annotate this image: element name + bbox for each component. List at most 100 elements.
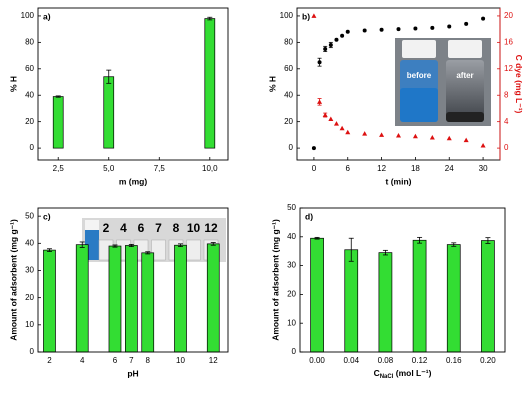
x-tick-label: 2,5 <box>53 164 65 173</box>
y-tick-label: 80 <box>25 37 34 46</box>
x-tick-label: 5,0 <box>103 164 115 173</box>
error-bar <box>106 69 112 84</box>
marker <box>379 27 384 32</box>
marker <box>464 21 469 26</box>
marker <box>480 142 486 148</box>
y-tick-label: 50 <box>25 211 34 220</box>
vial-after <box>446 60 484 122</box>
bar <box>52 96 64 149</box>
inset-label: before <box>407 71 432 80</box>
bar <box>378 252 393 353</box>
x-tick-label: 12 <box>209 356 218 365</box>
bar <box>344 249 359 353</box>
plot-frame <box>37 207 229 353</box>
error-bar <box>178 243 183 247</box>
marker <box>430 25 435 30</box>
x-axis-label: m (mg) <box>119 176 148 186</box>
error-bar <box>112 244 118 248</box>
x-axis-label: t (min) <box>386 176 412 186</box>
marker <box>362 28 367 33</box>
bar <box>125 245 138 353</box>
y-axis-label: % H <box>8 76 18 92</box>
x-tick-label: 0 <box>312 164 317 173</box>
marker <box>463 137 469 143</box>
y-tick-label: 40 <box>287 232 296 241</box>
error-bar <box>417 236 423 244</box>
bar <box>43 249 56 353</box>
y-tick-label: 60 <box>284 64 293 73</box>
y-tick-label: 30 <box>25 266 34 275</box>
y-tick-label: 80 <box>284 37 293 46</box>
x-tick-label: 6 <box>346 164 351 173</box>
error-bar <box>55 95 61 98</box>
marker <box>334 37 339 42</box>
x-tick-label: 7,5 <box>154 164 166 173</box>
x-axis-label: CNaCl (mol L⁻¹) <box>374 368 432 379</box>
marker <box>396 133 401 138</box>
bar <box>412 239 427 353</box>
x-tick-label: 12 <box>377 164 386 173</box>
marker <box>345 129 351 135</box>
vial-cap <box>85 220 99 230</box>
error-bar <box>145 251 151 255</box>
bar <box>310 237 324 353</box>
y-tick-label: 40 <box>284 90 293 99</box>
vial <box>151 239 166 261</box>
bar <box>108 245 122 353</box>
inset-label: 8 <box>173 221 180 235</box>
inset-label: 4 <box>120 221 127 235</box>
y-tick-label: 100 <box>21 11 35 20</box>
marker <box>311 146 316 151</box>
y-tick-label: 30 <box>287 261 296 270</box>
y2-tick-label: 16 <box>504 37 513 46</box>
bar <box>75 244 89 353</box>
marker <box>413 26 418 31</box>
y-tick-label: 0 <box>30 347 35 356</box>
bar <box>446 244 461 353</box>
bar <box>141 252 155 353</box>
marker <box>345 29 350 34</box>
y-tick-label: 10 <box>287 318 296 327</box>
x-tick-label: 0.12 <box>412 356 428 365</box>
vial-sediment <box>446 112 484 122</box>
marker <box>446 135 452 141</box>
inset-label: 7 <box>155 221 162 235</box>
plot-frame <box>37 7 229 161</box>
inset-label: 12 <box>204 221 218 235</box>
marker <box>328 43 333 48</box>
y-tick-label: 0 <box>292 347 297 356</box>
marker <box>412 133 418 139</box>
error-bar <box>128 244 134 247</box>
x-tick-label: 0.04 <box>343 356 359 365</box>
error-bar <box>348 237 354 262</box>
x-tick-label: 6 <box>113 356 118 365</box>
error-bar <box>46 248 52 252</box>
vial-cap <box>402 40 436 58</box>
inset-label: 10 <box>187 221 201 235</box>
bar <box>206 243 220 353</box>
marker <box>396 27 401 32</box>
inset-label: 6 <box>138 221 145 235</box>
x-tick-label: 10 <box>176 356 185 365</box>
inset-label: 2 <box>103 221 110 235</box>
x-tick-label: 24 <box>445 164 454 173</box>
y2-tick-label: 0 <box>504 143 509 152</box>
marker <box>362 131 368 136</box>
x-tick-label: 2 <box>47 356 52 365</box>
x-axis-label-part: (mol L⁻¹) <box>393 368 431 378</box>
marker <box>429 135 435 140</box>
x-tick-label: 0.20 <box>480 356 496 365</box>
x-tick-label: 0.00 <box>309 356 325 365</box>
y2-tick-label: 8 <box>504 90 509 99</box>
y-tick-label: 20 <box>287 290 296 299</box>
y-axis-label: % H <box>267 76 277 92</box>
x-tick-label: 7 <box>129 356 134 365</box>
panel-label: a) <box>43 11 51 21</box>
marker <box>317 99 323 104</box>
y-tick-label: 40 <box>25 90 34 99</box>
marker <box>323 46 328 51</box>
x-tick-label: 30 <box>479 164 488 173</box>
marker <box>311 13 317 18</box>
marker <box>339 125 345 131</box>
y-tick-label: 50 <box>287 203 296 212</box>
